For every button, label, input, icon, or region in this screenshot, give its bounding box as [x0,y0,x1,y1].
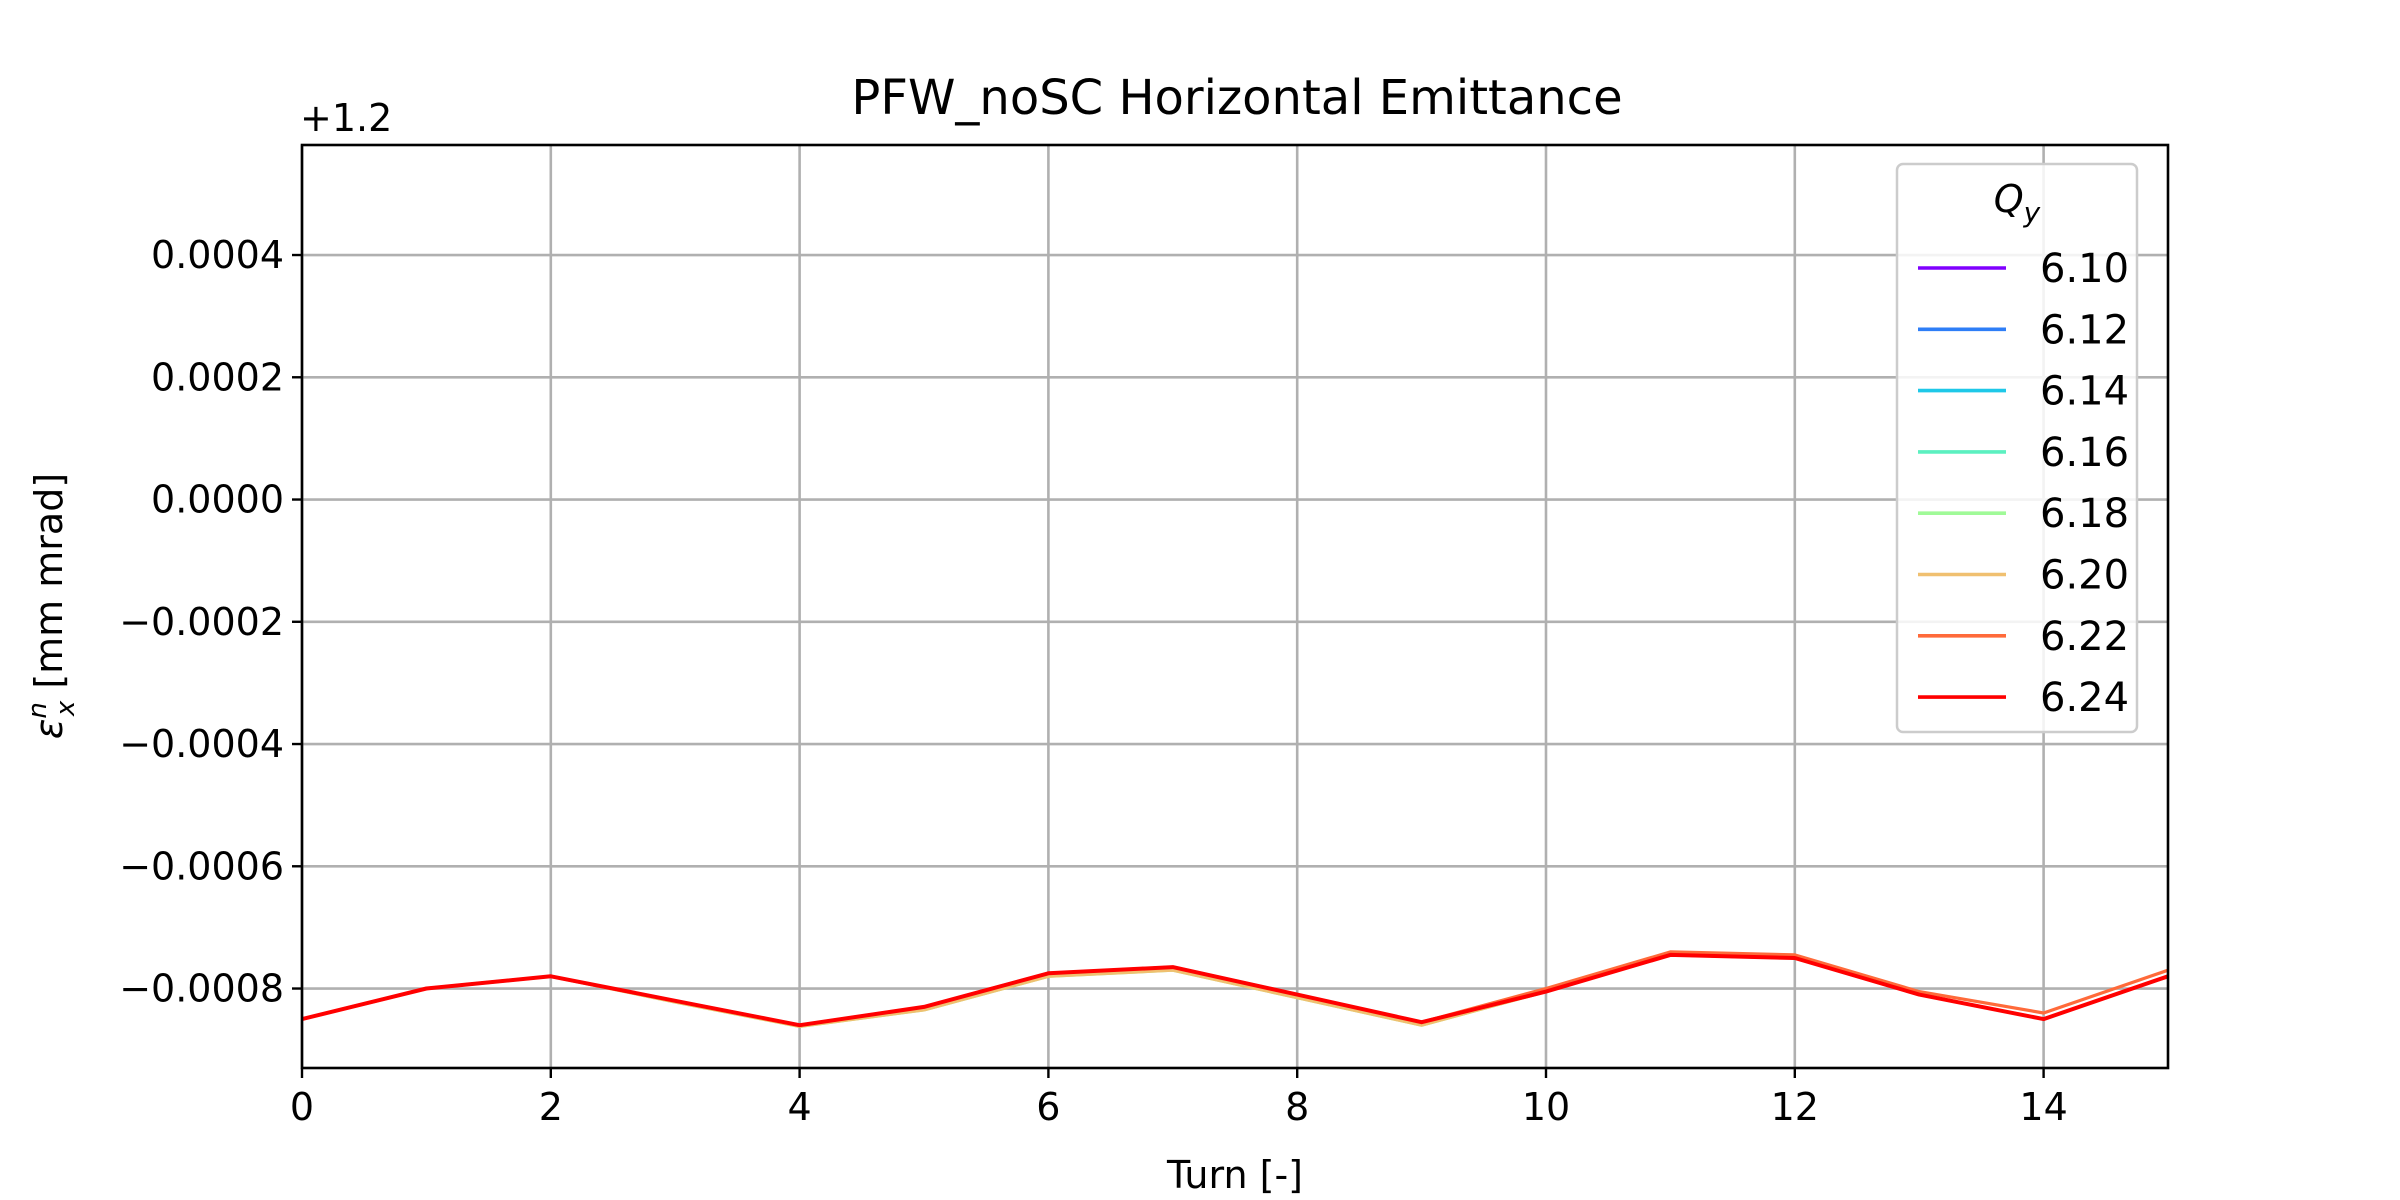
legend-label: 6.16 [2040,430,2129,476]
y-tick-label: −0.0008 [119,967,284,1011]
series-line-6-24 [301,952,2169,1028]
legend-item: 6.24 [1918,675,2129,721]
legend-item: 6.18 [1918,491,2129,537]
legend-item: 6.22 [1918,614,2129,660]
legend-title-main: Q [1994,177,2024,221]
legend-label: 6.14 [2040,369,2129,415]
x-tick-label: 12 [1771,1085,1819,1129]
y-axis-label-symbol: ε [27,719,71,740]
chart-title: PFW_noSC Horizontal Emittance [851,70,1622,126]
legend-title-sub: y [2023,196,2041,229]
y-tick-label: −0.0004 [119,722,284,766]
y-tick-label: −0.0006 [119,844,284,888]
legend-item: 6.16 [1918,430,2129,476]
plot-frame [300,143,2170,1070]
x-tick-label: 0 [290,1085,314,1129]
x-tick-label: 10 [1522,1085,1570,1129]
x-axis-ticks: 0 2 4 6 8 10 12 14 [290,1068,2068,1129]
x-axis-label: Turn [-] [1166,1153,1303,1197]
legend-box [1895,162,2139,734]
x-tick-label: 14 [2019,1085,2067,1129]
legend-item: 6.20 [1918,553,2129,599]
legend-title: Qy [1994,177,2041,229]
legend-label: 6.24 [2040,675,2129,721]
series-lines [301,950,2169,1029]
legend-label: 6.20 [2040,553,2129,599]
y-tick-label: −0.0002 [119,600,284,644]
legend-item: 6.14 [1918,369,2129,415]
y-tick-label: 0.0004 [151,233,284,277]
x-tick-label: 2 [539,1085,563,1129]
legend-item: 6.12 [1918,307,2129,353]
legend-items: 6.10 6.12 6.14 6.16 6.18 6.20 6.22 6.24 [1918,246,2129,721]
y-tick-label: 0.0002 [151,355,284,399]
y-axis-label: εnx [mm mrad] [23,473,81,739]
y-tick-label: 0.0000 [151,478,284,522]
legend-label: 6.18 [2040,491,2129,537]
y-axis-label-sub: x [51,700,81,717]
x-tick-label: 4 [788,1085,812,1129]
legend-label: 6.22 [2040,614,2129,660]
y-offset-label: +1.2 [300,96,392,140]
legend: Qy 6.10 6.12 6.14 6.16 6.18 6.20 6.22 6.24 [1895,162,2139,734]
x-tick-label: 8 [1285,1085,1309,1129]
legend-label: 6.10 [2040,246,2129,292]
x-tick-label: 6 [1036,1085,1060,1129]
legend-label: 6.12 [2040,307,2129,353]
y-axis-label-unit: [mm mrad] [27,473,71,701]
legend-item: 6.10 [1918,246,2129,292]
y-axis-label-sup: n [23,702,53,718]
y-axis-ticks: 0.0004 0.0002 0.0000 −0.0002 −0.0004 −0.0006 −… [119,233,302,1011]
